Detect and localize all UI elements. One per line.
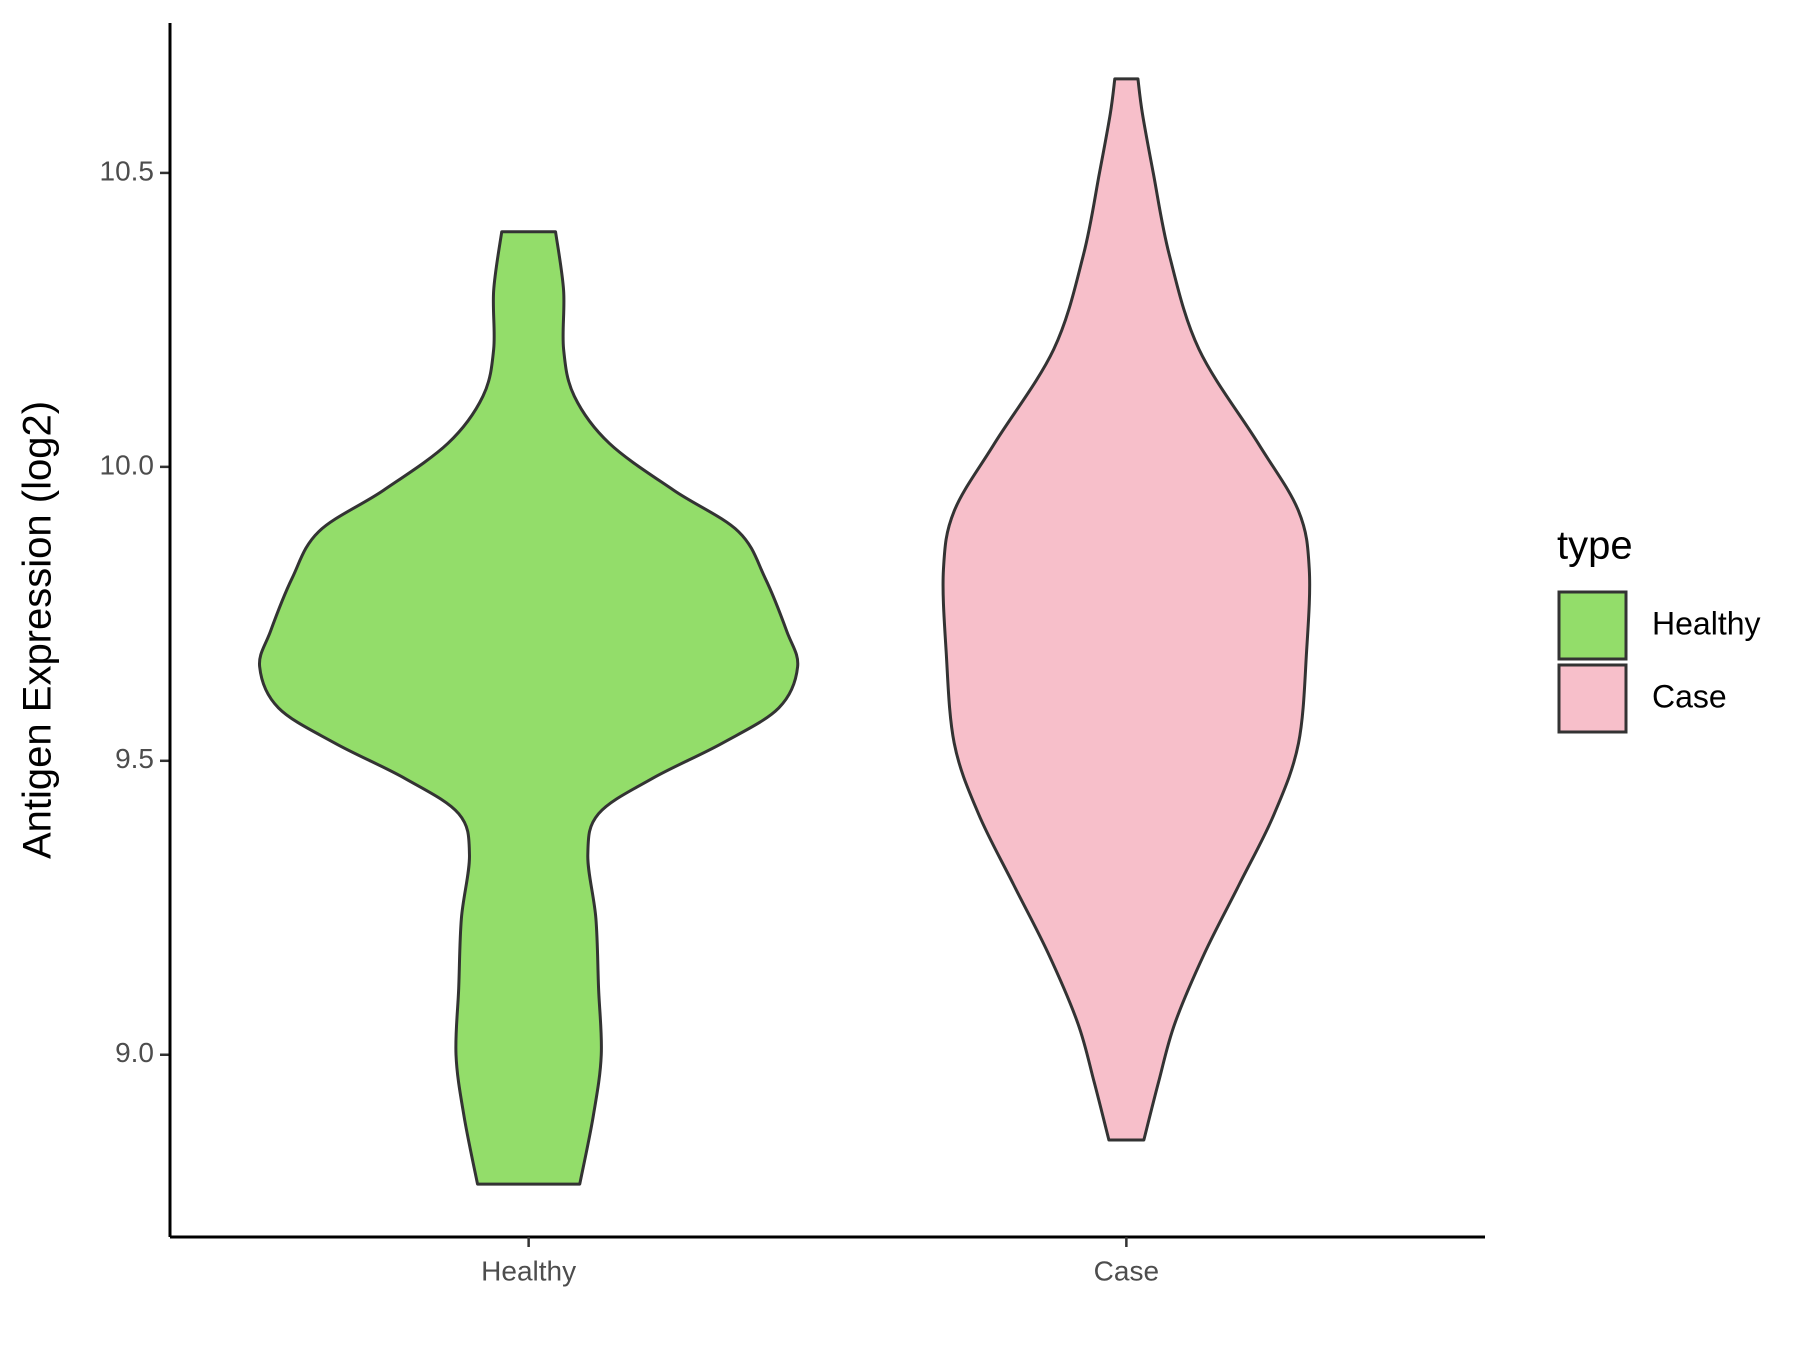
y-axis-title: Antigen Expression (log2): [16, 401, 60, 859]
violin: [941, 77, 1312, 1142]
legend-key: [1557, 663, 1628, 734]
violin: [258, 230, 800, 1186]
legend-key: [1557, 590, 1628, 661]
legend-label: Case: [1652, 678, 1727, 714]
legend-title: type: [1557, 524, 1633, 568]
x-tick-label: Case: [1094, 1255, 1159, 1286]
y-tick-label: 10.5: [100, 155, 155, 186]
y-tick-label: 9.0: [115, 1037, 154, 1068]
y-tick-label: 10.0: [100, 449, 155, 480]
legend-label: Healthy: [1652, 605, 1761, 641]
x-tick-label: Healthy: [481, 1255, 576, 1286]
y-tick-label: 9.5: [115, 743, 154, 774]
